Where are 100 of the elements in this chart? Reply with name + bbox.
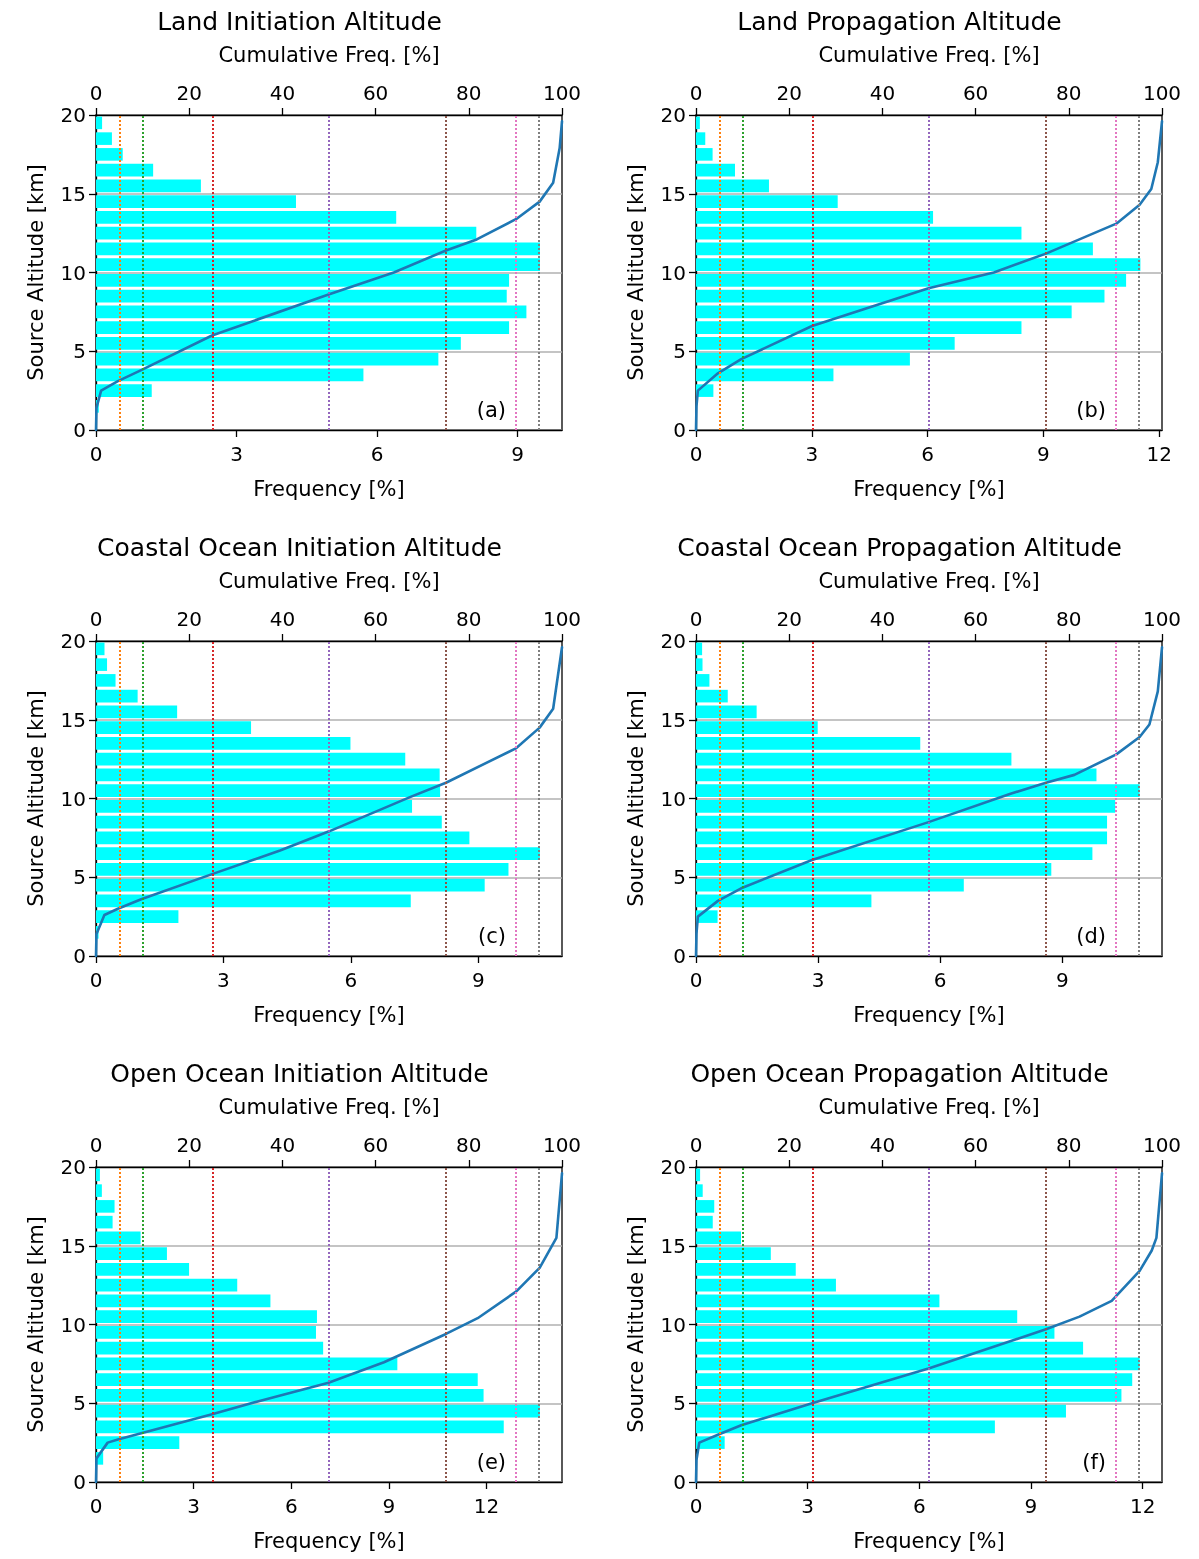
x-tick-label: 0: [689, 1494, 703, 1518]
x2-tick-label: 20: [176, 607, 202, 631]
y-tick-label: 10: [660, 260, 686, 285]
x2-tick-label: 80: [456, 607, 482, 631]
x-axis-title: Frequency [%]: [253, 476, 405, 501]
x2-tick-label: 80: [456, 81, 482, 105]
x-tick-label: 6: [912, 1494, 926, 1518]
y-tick-label: 20: [60, 629, 86, 653]
x-axis-title: Frequency [%]: [253, 1528, 405, 1553]
x2-tick-label: 60: [962, 81, 989, 105]
x-tick-label: 6: [284, 1494, 298, 1518]
y-tick-label: 15: [660, 1233, 686, 1258]
x2-tick-label: 60: [362, 1133, 389, 1157]
annotation: (b): [1076, 397, 1106, 422]
chart-title: Land Propagation Altitude: [737, 7, 1062, 36]
x-tick-label: 3: [230, 442, 243, 466]
x2-tick-label: 60: [362, 81, 389, 105]
chart-title: Coastal Ocean Initiation Altitude: [97, 533, 502, 562]
x-tick-label: 9: [511, 442, 524, 466]
y-tick-label: 0: [73, 418, 86, 442]
x2-tick-label: 40: [869, 1133, 896, 1157]
y-tick-label: 5: [73, 865, 86, 890]
x2-axis-title: Cumulative Freq. [%]: [818, 1094, 1040, 1119]
x-axis-title: Frequency [%]: [853, 476, 1005, 501]
x2-tick-label: 0: [689, 1133, 703, 1157]
x-tick-label: 3: [187, 1494, 200, 1518]
y-tick-label: 0: [673, 1470, 686, 1494]
x2-axis-title: Cumulative Freq. [%]: [818, 42, 1040, 67]
x2-axis-title: Cumulative Freq. [%]: [218, 1094, 440, 1119]
x2-tick-label: 0: [89, 81, 103, 105]
x-tick-label: 0: [89, 1494, 103, 1518]
y-tick-label: 10: [60, 1312, 86, 1337]
x2-tick-label: 20: [776, 1133, 802, 1157]
x2-tick-label: 40: [869, 607, 896, 631]
x2-tick-label: 60: [962, 607, 989, 631]
y-tick-label: 20: [660, 1155, 686, 1179]
x2-tick-label: 20: [176, 1133, 202, 1157]
y-axis-title: Source Altitude [km]: [623, 1216, 648, 1433]
x-tick-label: 6: [370, 442, 384, 466]
y-tick-label: 0: [73, 1470, 86, 1494]
y-tick-label: 20: [60, 103, 86, 127]
x2-tick-label: 40: [269, 81, 296, 105]
y-tick-label: 0: [73, 944, 86, 968]
x2-axis-title: Cumulative Freq. [%]: [218, 568, 440, 593]
y-tick-label: 15: [660, 181, 686, 206]
x2-tick-label: 80: [1056, 1133, 1082, 1157]
x2-tick-label: 0: [89, 607, 103, 631]
y-tick-label: 15: [60, 1233, 86, 1258]
x2-tick-label: 60: [362, 607, 389, 631]
y-axis-title: Source Altitude [km]: [623, 164, 648, 381]
x2-tick-label: 100: [1142, 81, 1182, 105]
x-tick-label: 12: [1146, 442, 1173, 466]
x-tick-label: 9: [382, 1494, 396, 1518]
annotation: (f): [1082, 1449, 1106, 1474]
x-tick-label: 9: [1055, 968, 1069, 992]
x2-tick-label: 0: [689, 607, 703, 631]
y-tick-label: 20: [660, 103, 686, 127]
y-tick-label: 5: [673, 865, 686, 890]
y-tick-label: 20: [660, 629, 686, 653]
y-axis-title: Source Altitude [km]: [623, 690, 648, 907]
x-tick-label: 9: [1024, 1494, 1038, 1518]
x-axis-title: Frequency [%]: [853, 1002, 1005, 1027]
x-tick-label: 3: [217, 968, 230, 992]
x2-axis-title: Cumulative Freq. [%]: [818, 568, 1040, 593]
x2-tick-label: 40: [869, 81, 896, 105]
x-tick-label: 6: [933, 968, 947, 992]
x-tick-label: 3: [805, 442, 819, 466]
x2-tick-label: 100: [542, 607, 582, 631]
y-axis-title: Source Altitude [km]: [23, 690, 48, 907]
chart-title: Coastal Ocean Propagation Altitude: [677, 533, 1122, 562]
y-tick-label: 5: [73, 339, 86, 364]
x2-tick-label: 20: [776, 81, 802, 105]
x-tick-label: 9: [471, 968, 485, 992]
y-tick-label: 5: [673, 1391, 686, 1416]
x-tick-label: 3: [801, 1494, 815, 1518]
x2-tick-label: 100: [542, 1133, 582, 1157]
x-tick-label: 0: [689, 968, 703, 992]
x2-tick-label: 100: [1142, 607, 1182, 631]
chart-title: Land Initiation Altitude: [157, 7, 442, 36]
x-axis-title: Frequency [%]: [853, 1528, 1005, 1553]
x-tick-label: 3: [811, 968, 825, 992]
x2-tick-label: 20: [776, 607, 802, 631]
annotation: (c): [478, 923, 507, 948]
x2-tick-label: 100: [542, 81, 582, 105]
x2-tick-label: 60: [962, 1133, 989, 1157]
y-tick-label: 5: [673, 339, 686, 364]
annotation: (d): [1076, 923, 1106, 948]
y-tick-label: 10: [60, 786, 86, 811]
y-tick-label: 20: [60, 1155, 86, 1179]
y-tick-label: 5: [73, 1391, 86, 1416]
x2-tick-label: 80: [1056, 607, 1082, 631]
y-tick-label: 15: [60, 181, 86, 206]
y-tick-label: 10: [660, 1312, 686, 1337]
x2-tick-label: 20: [176, 81, 202, 105]
annotation: (a): [476, 397, 507, 422]
x2-tick-label: 40: [269, 1133, 296, 1157]
x-axis-title: Frequency [%]: [253, 1002, 405, 1027]
x-tick-label: 0: [689, 442, 703, 466]
x-tick-label: 9: [1037, 442, 1050, 466]
x2-tick-label: 80: [456, 1133, 482, 1157]
